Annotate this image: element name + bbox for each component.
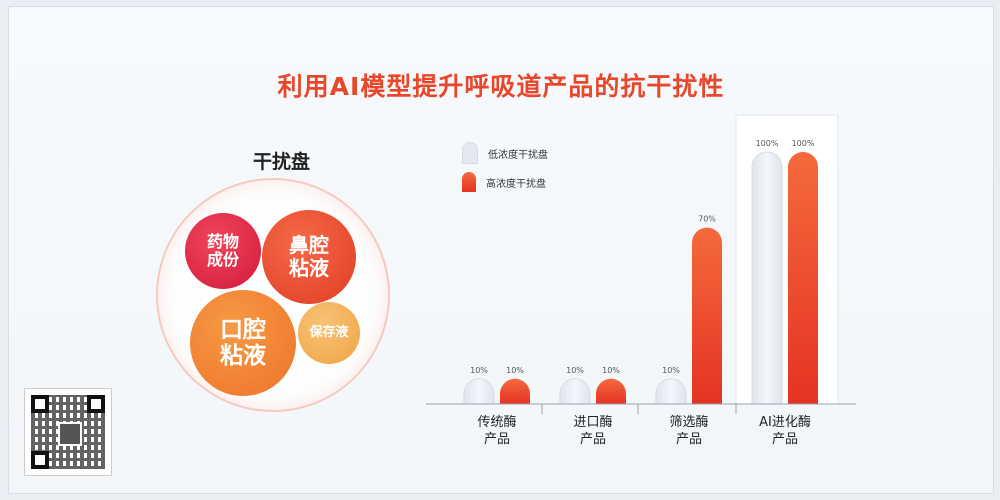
bar-low-2 (559, 378, 591, 405)
data-label-high-4: 100% (792, 139, 815, 148)
data-label-high-2: 10% (602, 366, 620, 375)
bar-high-2 (596, 378, 626, 404)
legend-label-low: 低浓度干扰盘 (488, 149, 548, 161)
legend-swatch-high (462, 172, 476, 192)
category-label-1: 传统酶产品 (477, 414, 516, 447)
bar-low-4 (751, 151, 783, 405)
category-label-4: AI进化酶产品 (759, 414, 811, 447)
qr-code (24, 388, 112, 476)
bubble-oral-mucus: 口腔 粘液 (190, 290, 296, 396)
bubble-nasal-mucus: 鼻腔 粘液 (262, 210, 356, 304)
qr-finder-top-right (87, 395, 105, 413)
data-label-low-2: 10% (566, 366, 584, 375)
bar-high-1 (500, 378, 530, 404)
bar-low-1 (463, 378, 495, 405)
legend-swatch-low (462, 142, 478, 164)
bar-low-3 (655, 378, 687, 405)
data-label-high-3: 70% (698, 215, 716, 224)
slide-title: 利用AI模型提升呼吸道产品的抗干扰性 (277, 72, 725, 101)
data-label-high-1: 10% (506, 366, 524, 375)
legend-label-high: 高浓度干扰盘 (486, 178, 546, 190)
interference-label: 干扰盘 (253, 151, 311, 173)
qr-finder-top-left (31, 395, 49, 413)
qr-center-logo (58, 422, 82, 446)
bubble-drug-ingredients: 药物 成份 (185, 213, 261, 289)
category-label-3: 筛选酶产品 (669, 414, 708, 447)
legend-high: 高浓度干扰盘 (462, 172, 546, 192)
highlight-panel (735, 114, 839, 405)
bar-chart: 10% 10% 10% 10% 10% 70% 100% 100% 传统酶产品 进口酶产品 筛选酶… (426, 114, 856, 447)
data-label-low-3: 10% (662, 366, 680, 375)
bar-high-4 (788, 152, 818, 404)
bubble-preservation-fluid: 保存液 (298, 302, 360, 364)
category-label-2: 进口酶产品 (573, 414, 612, 447)
qr-finder-bottom-left (31, 451, 49, 469)
data-label-low-1: 10% (470, 366, 488, 375)
bar-high-3 (692, 227, 722, 404)
data-label-low-4: 100% (756, 139, 779, 148)
legend-low: 低浓度干扰盘 (462, 142, 548, 164)
